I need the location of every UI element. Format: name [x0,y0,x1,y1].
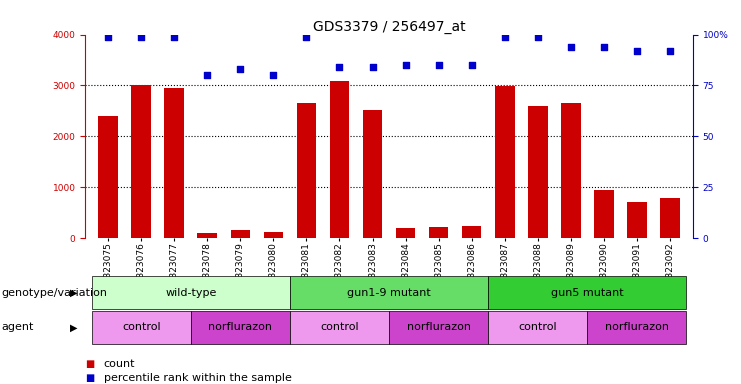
Bar [99,116,119,238]
Bar [659,199,679,238]
Bar [92,311,191,344]
Point [532,33,544,40]
Point [664,48,676,54]
Bar [495,86,514,238]
Text: control: control [122,322,161,333]
Point [598,44,610,50]
Text: control: control [518,322,557,333]
Bar [296,103,316,238]
Text: norflurazon: norflurazon [407,322,471,333]
Bar [587,311,686,344]
Text: wild-type: wild-type [165,288,216,298]
Point [168,33,180,40]
Text: percentile rank within the sample: percentile rank within the sample [104,373,292,383]
Point [136,33,147,40]
Point [465,62,477,68]
Bar [198,233,217,238]
Text: agent: agent [1,322,34,333]
Bar [131,86,151,238]
Bar [594,190,614,238]
Bar [627,202,647,238]
Bar [290,276,488,309]
Text: ■: ■ [85,373,94,383]
Point [268,72,279,78]
Point [333,64,345,70]
Text: norflurazon: norflurazon [208,322,273,333]
Bar [330,81,350,238]
Text: ▶: ▶ [70,322,78,333]
Point [565,44,576,50]
Text: genotype/variation: genotype/variation [1,288,107,298]
Bar [396,228,416,238]
Point [234,66,246,72]
Text: ▶: ▶ [70,288,78,298]
Text: count: count [104,359,136,369]
Text: gun1-9 mutant: gun1-9 mutant [347,288,431,298]
Bar [230,230,250,238]
Bar [488,276,686,309]
Bar [290,311,389,344]
Bar [428,227,448,238]
Point [202,72,213,78]
Bar [488,311,587,344]
Title: GDS3379 / 256497_at: GDS3379 / 256497_at [313,20,465,33]
Text: gun5 mutant: gun5 mutant [551,288,623,298]
Point [631,48,642,54]
Text: control: control [320,322,359,333]
Point [499,33,511,40]
Bar [264,232,283,238]
Point [399,62,411,68]
Point [367,64,379,70]
Bar [92,276,290,309]
Bar [462,227,482,238]
Bar [362,110,382,238]
Bar [389,311,488,344]
Text: ■: ■ [85,359,94,369]
Bar [561,103,580,238]
Bar [191,311,290,344]
Point [433,62,445,68]
Bar [165,88,185,238]
Text: norflurazon: norflurazon [605,322,668,333]
Point [102,33,114,40]
Bar [528,106,548,238]
Point [301,33,313,40]
